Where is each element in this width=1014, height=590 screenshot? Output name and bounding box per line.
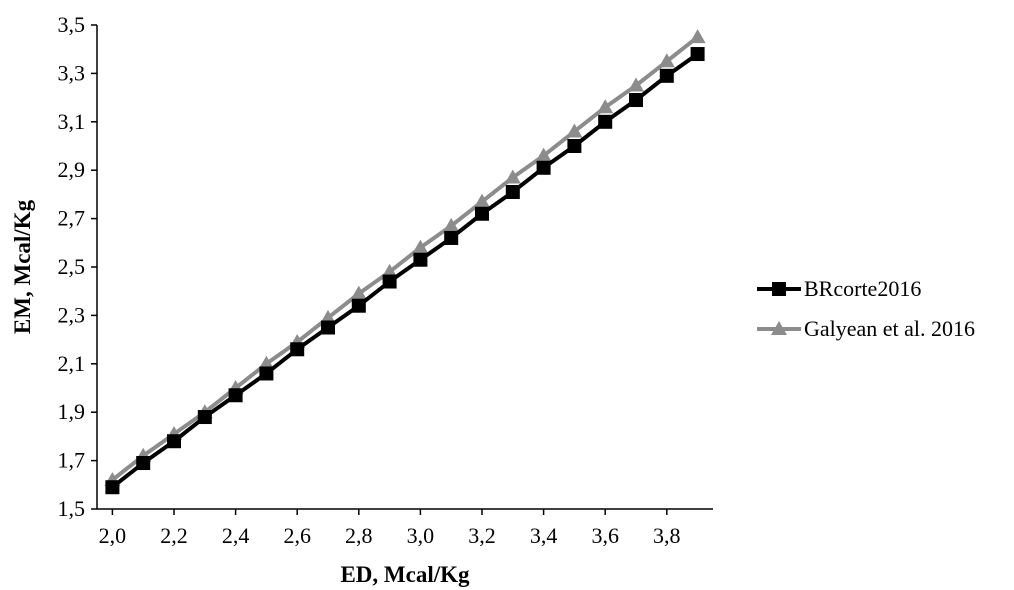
data-point bbox=[658, 53, 675, 68]
data-point bbox=[320, 309, 336, 324]
x-tick-label: 2,2 bbox=[160, 523, 188, 548]
series-1 bbox=[104, 29, 706, 486]
y-axis-title: EM, Mcal/Kg bbox=[10, 199, 35, 334]
x-tick-label: 3,2 bbox=[468, 523, 496, 548]
x-tick-label: 2,4 bbox=[222, 523, 250, 548]
x-tick-label: 2,6 bbox=[283, 523, 311, 548]
y-tick-label: 1,9 bbox=[58, 399, 86, 424]
y-tick-label: 3,3 bbox=[58, 60, 86, 85]
legend-item: BRcorte2016 bbox=[757, 276, 921, 301]
legend-label: BRcorte2016 bbox=[804, 276, 921, 301]
data-point bbox=[659, 68, 674, 83]
x-tick-label: 3,6 bbox=[591, 523, 619, 548]
data-point bbox=[321, 320, 335, 335]
x-axis-title: ED, Mcal/Kg bbox=[340, 562, 470, 587]
data-point bbox=[628, 77, 644, 92]
data-point bbox=[105, 480, 120, 495]
data-point bbox=[413, 252, 428, 267]
y-tick-label: 2,1 bbox=[58, 351, 86, 376]
y-tick-label: 3,5 bbox=[58, 12, 86, 37]
data-point bbox=[597, 99, 614, 114]
data-point bbox=[689, 29, 706, 44]
data-point bbox=[598, 114, 613, 129]
data-point bbox=[444, 230, 459, 245]
x-tick-label: 3,0 bbox=[407, 523, 435, 548]
data-point bbox=[350, 285, 367, 300]
series-layer bbox=[104, 29, 706, 495]
data-point bbox=[475, 206, 489, 221]
y-tick-label: 2,9 bbox=[58, 157, 86, 182]
data-point bbox=[382, 274, 397, 289]
legend: BRcorte2016 Galyean et al. 2016 bbox=[757, 276, 975, 341]
data-point bbox=[566, 123, 583, 138]
legend-item: Galyean et al. 2016 bbox=[757, 316, 975, 341]
series-0 bbox=[105, 47, 705, 495]
data-point bbox=[167, 434, 181, 449]
data-point bbox=[381, 263, 398, 278]
data-point bbox=[474, 193, 490, 208]
axes bbox=[91, 24, 713, 515]
x-tick-label: 3,8 bbox=[653, 523, 681, 548]
data-point bbox=[258, 355, 275, 370]
data-point bbox=[136, 456, 151, 471]
x-tick-label: 2,0 bbox=[99, 523, 127, 548]
y-tick-label: 2,5 bbox=[58, 254, 86, 279]
data-point bbox=[443, 217, 460, 232]
data-point bbox=[228, 388, 243, 403]
data-point bbox=[197, 410, 212, 425]
data-point bbox=[536, 160, 551, 175]
legend-label: Galyean et al. 2016 bbox=[804, 316, 975, 341]
y-tick-label: 1,5 bbox=[58, 496, 86, 521]
data-point bbox=[259, 366, 274, 381]
tick-labels: 1,5 1,7 1,9 2,1 2,3 2,5 2,7 2,9 3,1 3,3 3,5 2,0 2,2 2… bbox=[58, 12, 681, 548]
data-point bbox=[567, 139, 582, 153]
data-point bbox=[629, 93, 643, 108]
y-tick-label: 3,1 bbox=[58, 109, 86, 134]
y-tick-label: 2,7 bbox=[58, 206, 86, 231]
data-point bbox=[351, 298, 366, 313]
data-point bbox=[290, 342, 305, 357]
legend-marker bbox=[772, 282, 786, 296]
x-tick-label: 2,8 bbox=[345, 523, 373, 548]
data-point bbox=[504, 169, 521, 184]
legend-marker bbox=[771, 321, 787, 335]
y-tick-label: 2,3 bbox=[58, 302, 86, 327]
data-point bbox=[690, 47, 705, 62]
data-point bbox=[412, 239, 429, 254]
data-point bbox=[535, 147, 552, 162]
y-tick-label: 1,7 bbox=[58, 448, 86, 473]
x-tick-label: 3,4 bbox=[530, 523, 558, 548]
data-point bbox=[505, 184, 520, 199]
